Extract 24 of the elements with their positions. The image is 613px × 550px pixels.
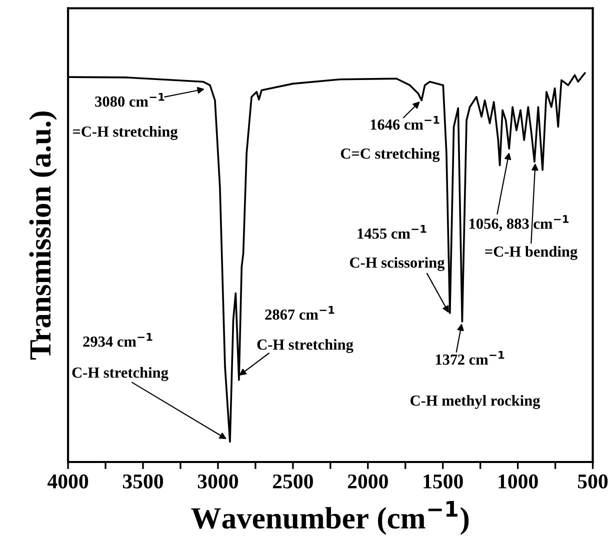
y-axis-title: Transmission (a.u.) bbox=[29, 112, 57, 360]
annotation: C-H stretching bbox=[72, 367, 168, 381]
annotation: C-H stretching bbox=[257, 339, 354, 353]
x-tick-label: 3500 bbox=[122, 474, 164, 488]
annotation: 1646 cm$^{−1}$ bbox=[370, 116, 440, 130]
annotation: =C-H stretching bbox=[72, 126, 178, 140]
x-tick-label: 3000 bbox=[198, 474, 238, 488]
annotation: 1056, 883 cm$^{−1}$ bbox=[470, 215, 569, 232]
annotation: 3080 cm$^{−1}$ bbox=[95, 92, 164, 107]
x-tick-label: 4000 bbox=[47, 474, 88, 488]
x-tick-label: 2500 bbox=[272, 474, 313, 488]
x-tick-label: 1500 bbox=[424, 474, 463, 488]
annotation: 2934 cm$^{−1}$ bbox=[83, 332, 152, 347]
annotation: 1372 cm$^{−1}$ bbox=[436, 350, 504, 365]
annotation: 1455 cm$^{−1}$ bbox=[358, 224, 426, 239]
annotation: C-H scissoring bbox=[350, 257, 445, 271]
annotation: 2867 cm$^{−1}$ bbox=[265, 306, 334, 320]
x-tick-label: 1000 bbox=[498, 474, 538, 488]
x-tick-label: 500 bbox=[578, 474, 608, 488]
x-tick-label: 2000 bbox=[348, 474, 388, 488]
annotation: =C-H bending bbox=[485, 246, 578, 260]
annotation: C=C stretching bbox=[340, 148, 440, 162]
annotation: C-H methyl rocking bbox=[410, 395, 540, 409]
x-axis-title: Wavenumber (cm$^{−1}$) bbox=[191, 501, 469, 535]
